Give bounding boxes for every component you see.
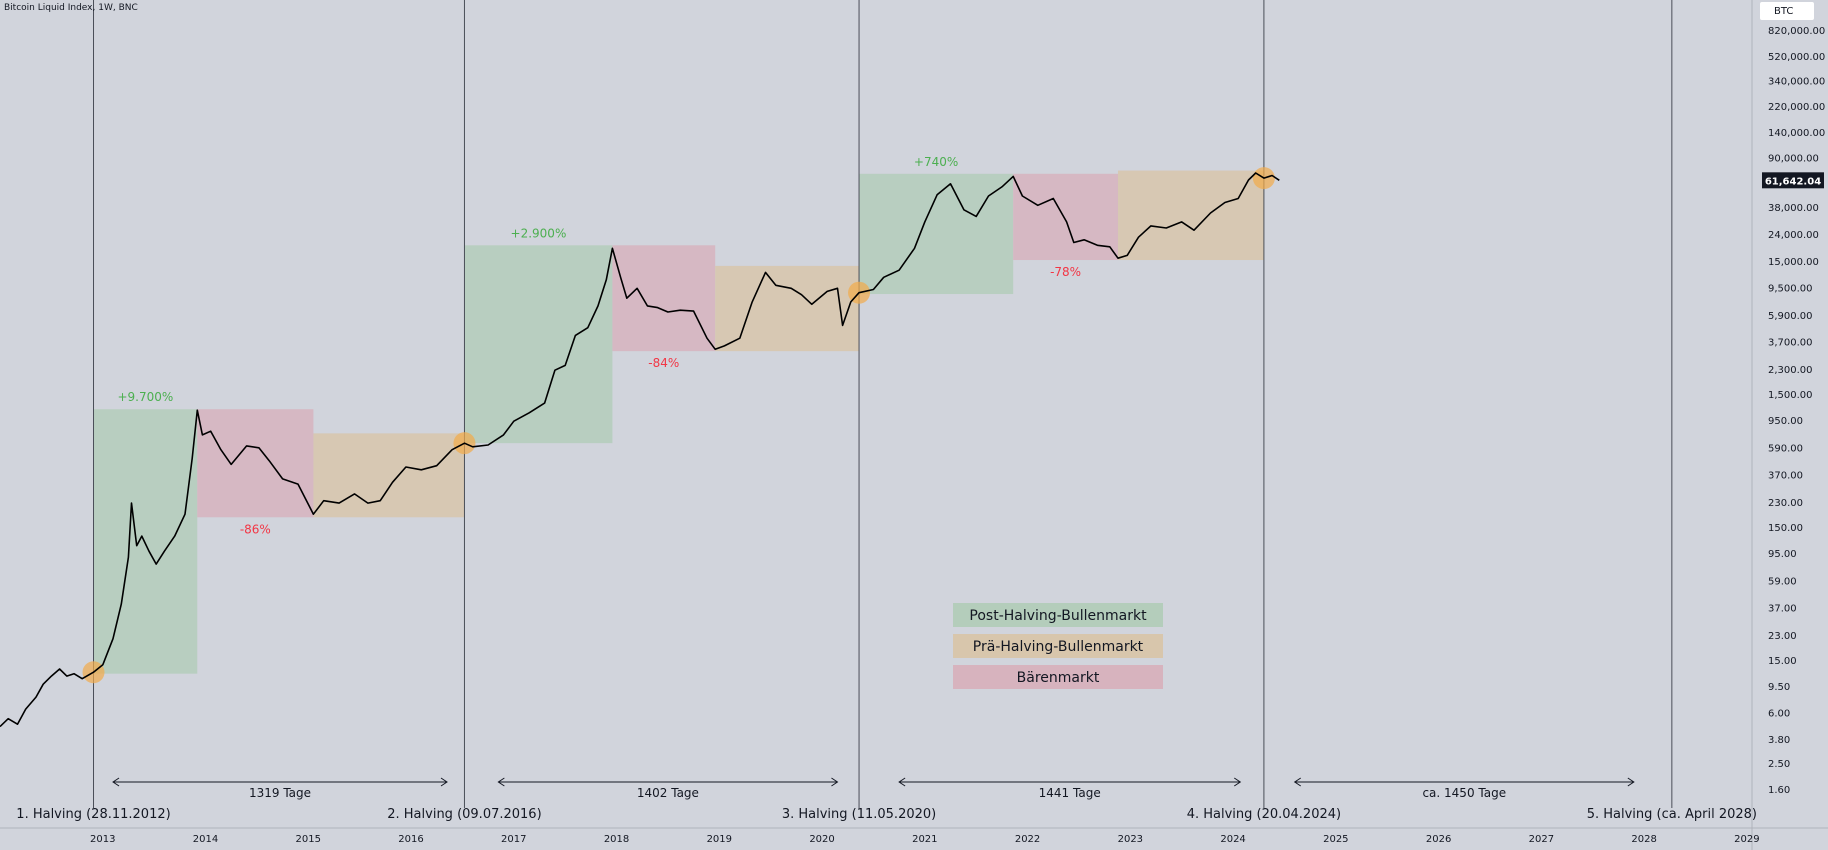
year-tick-2014: 2014 [193,834,218,845]
halving-label-2: 2. Halving (09.07.2016) [387,807,541,822]
year-tick-2020: 2020 [809,834,834,845]
span-label-1: 1402 Tage [637,786,699,800]
span-arrow-left-1 [497,777,505,787]
legend-swatch-post_halving [953,603,1163,627]
market-zones [93,170,1264,674]
price-tick-4: 140,000.00 [1768,128,1825,139]
price-tick-14: 950.00 [1768,416,1803,427]
span-arrow-left-0 [112,777,120,787]
zone-post_halving-6 [859,173,1014,295]
price-tick-0: 820,000.00 [1768,26,1825,37]
price-tick-3: 220,000.00 [1768,102,1825,113]
price-tick-9: 9,500.00 [1768,283,1813,294]
price-tick-12: 2,300.00 [1768,365,1813,376]
price-tick-26: 3.80 [1768,735,1790,746]
price-tick-27: 2.50 [1768,759,1790,770]
span-arrow-left-3 [1293,777,1302,787]
year-tick-2029: 2029 [1734,834,1759,845]
price-tick-23: 15.00 [1768,656,1797,667]
span-arrow-right-0 [440,777,448,787]
year-tick-2017: 2017 [501,834,526,845]
price-tick-15: 590.00 [1768,444,1803,455]
year-tick-2025: 2025 [1323,834,1348,845]
price-tick-22: 23.00 [1768,631,1797,642]
legend-label-post_halving: Post-Halving-Bullenmarkt [969,608,1147,624]
year-tick-2018: 2018 [604,834,629,845]
year-tick-2023: 2023 [1118,834,1143,845]
halving-lines: 1. Halving (28.11.2012) 2. Halving (09.07… [16,0,1757,822]
span-arrow-right-1 [831,777,839,787]
price-tick-18: 150.00 [1768,523,1803,534]
zone-pct-label-0: +9.700% [117,390,173,404]
price-tick-25: 6.00 [1768,709,1790,720]
year-tick-2019: 2019 [707,834,732,845]
legend: Post-Halving-Bullenmarkt Prä-Halving-Bull… [953,603,1163,689]
span-arrow-right-2 [1233,777,1242,787]
price-tick-20: 59.00 [1768,577,1797,588]
halving-label-3: 3. Halving (11.05.2020) [782,807,936,822]
price-tick-8: 15,000.00 [1768,257,1819,268]
currency-badge[interactable] [1760,2,1814,20]
price-tick-10: 5,900.00 [1768,311,1813,322]
price-tick-13: 1,500.00 [1768,390,1813,401]
span-label-3: ca. 1450 Tage [1422,786,1506,800]
halving-label-5: 5. Halving (ca. April 2028) [1587,807,1757,822]
price-tick-24: 9.50 [1768,682,1790,693]
legend-swatch-pre_halving [953,634,1163,658]
price-tick-19: 95.00 [1768,549,1797,560]
last-price-label: 61,642.04 [1765,176,1821,187]
cycle-duration-spans: 1319 Tage 1402 Tage 1441 Tage ca. 1450 Tage [112,777,1635,800]
span-label-0: 1319 Tage [249,786,311,800]
year-tick-2016: 2016 [398,834,423,845]
zone-pct-label-7: -78% [1050,265,1081,279]
zone-percent-labels: +9.700% -86% +2.900% -84% +740% -78% [117,155,1081,536]
year-tick-2015: 2015 [296,834,321,845]
price-tick-7: 24,000.00 [1768,230,1819,241]
year-tick-2028: 2028 [1631,834,1656,845]
legend-label-bear: Bärenmarkt [1017,670,1100,686]
zone-pre_halving-8 [1117,170,1264,261]
year-tick-2022: 2022 [1015,834,1040,845]
last-price-badge [1762,172,1824,189]
zone-pre_halving-5 [715,265,860,352]
currency-badge-label: BTC [1774,6,1793,17]
span-label-2: 1441 Tage [1039,786,1101,800]
year-tick-2027: 2027 [1529,834,1554,845]
price-line [0,172,1280,728]
price-series [0,172,1280,728]
zone-pct-label-6: +740% [914,155,958,169]
price-tick-2: 340,000.00 [1768,77,1825,88]
price-tick-5: 90,000.00 [1768,153,1819,164]
price-tick-11: 3,700.00 [1768,338,1813,349]
price-tick-1: 520,000.00 [1768,52,1825,63]
zone-pct-label-4: -84% [648,356,679,370]
zone-bear-7 [1013,173,1118,261]
span-arrow-right-3 [1627,777,1635,787]
year-tick-2024: 2024 [1220,834,1245,845]
halving-label-1: 1. Halving (28.11.2012) [16,807,170,822]
zone-post_halving-3 [464,245,613,444]
year-tick-2026: 2026 [1426,834,1451,845]
span-arrow-left-2 [898,777,906,787]
zone-bear-4 [612,245,716,352]
price-tick-6: 38,000.00 [1768,203,1819,214]
zone-pct-label-3: +2.900% [511,226,567,240]
year-tick-2013: 2013 [90,834,115,845]
price-tick-17: 230.00 [1768,498,1803,509]
price-tick-28: 1.60 [1768,785,1790,796]
halving-label-4: 4. Halving (20.04.2024) [1187,807,1341,822]
zone-pct-label-1: -86% [240,522,271,536]
year-tick-2021: 2021 [912,834,937,845]
zone-pre_halving-2 [313,433,465,518]
price-tick-21: 37.00 [1768,604,1797,615]
legend-label-pre_halving: Prä-Halving-Bullenmarkt [973,639,1144,655]
legend-swatch-bear [953,665,1163,689]
zone-post_halving-0 [93,409,198,674]
price-tick-16: 370.00 [1768,471,1803,482]
chart-title: Bitcoin Liquid Index, 1W, BNC [4,3,138,13]
zone-bear-1 [197,409,314,518]
